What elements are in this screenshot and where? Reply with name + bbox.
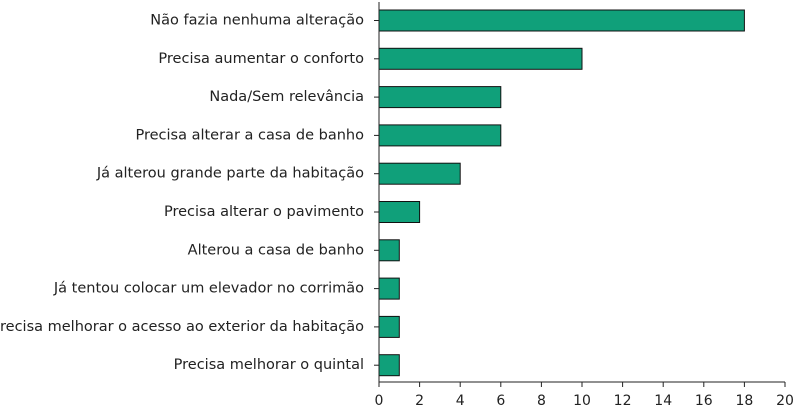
category-label-5: Precisa alterar o pavimento [164, 204, 364, 220]
category-label-6: Alterou a casa de banho [188, 242, 364, 258]
category-label-2: Nada/Sem relevância [209, 89, 364, 105]
bar-1 [378, 47, 583, 70]
bar-0 [378, 9, 745, 32]
category-label-4: Já alterou grande parte da habitação [96, 166, 364, 182]
x-tick-label-6: 12 [614, 393, 632, 409]
x-tick-label-2: 4 [456, 393, 465, 409]
x-tick-label-9: 18 [735, 393, 753, 409]
x-tick-label-10: 20 [776, 393, 794, 409]
bar-8 [378, 315, 400, 338]
category-label-3: Precisa alterar a casa de banho [135, 127, 364, 143]
category-label-0: Não fazia nenhuma alteração [150, 13, 364, 29]
bars-group [378, 9, 745, 377]
bar-5 [378, 201, 421, 223]
bar-3 [378, 124, 502, 147]
category-label-9: Precisa melhorar o quintal [174, 357, 364, 373]
category-label-8: Precisa melhorar o acesso ao exterior da… [0, 319, 364, 335]
bar-9 [378, 354, 400, 377]
bar-4 [378, 162, 461, 185]
x-tick-label-1: 2 [415, 393, 424, 409]
x-axis-ticks: 0 2 4 6 8 10 12 14 16 18 20 [375, 382, 794, 409]
category-label-7: Já tentou colocar um elevador no corrimã… [53, 281, 364, 297]
bar-6 [378, 239, 400, 262]
bar-7 [378, 277, 400, 300]
x-tick-label-4: 8 [537, 393, 546, 409]
bar-2 [378, 86, 502, 109]
x-tick-label-5: 10 [573, 393, 591, 409]
x-tick-label-8: 16 [695, 393, 713, 409]
x-tick-label-0: 0 [375, 393, 384, 409]
x-tick-label-7: 14 [654, 393, 672, 409]
category-labels: Não fazia nenhuma alteração Precisa aumen… [0, 13, 379, 373]
category-label-1: Precisa aumentar o conforto [158, 51, 364, 67]
x-tick-label-3: 6 [496, 393, 505, 409]
